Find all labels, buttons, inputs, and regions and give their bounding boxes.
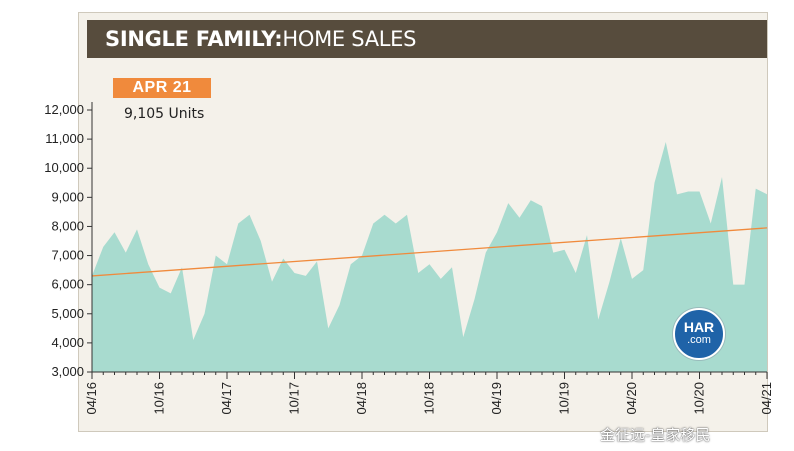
har-logo: HAR .com (673, 308, 725, 360)
title-light: HOME SALES (282, 27, 417, 51)
y-tick-label: 10,000 (44, 160, 84, 175)
x-tick-label: 04/17 (219, 382, 234, 415)
latest-units-label: 9,105 Units (124, 106, 205, 122)
y-tick-label: 5,000 (51, 306, 84, 321)
logo-text-com: .com (687, 334, 711, 346)
watermark-text: 金征远-皇家移民 (600, 426, 711, 444)
y-tick-label: 3,000 (51, 364, 84, 379)
x-tick-label: 10/20 (692, 382, 707, 415)
x-tick-label: 04/19 (489, 382, 504, 415)
y-tick-label: 12,000 (44, 102, 84, 117)
latest-month-badge: APR 21 (113, 78, 211, 98)
y-tick-label: 4,000 (51, 335, 84, 350)
x-tick-label: 10/19 (557, 382, 572, 415)
logo-text-har: HAR (683, 319, 715, 335)
y-tick-label: 11,000 (45, 131, 84, 146)
y-tick-label: 7,000 (51, 248, 84, 263)
y-tick-label: 9,000 (51, 189, 84, 204)
title-bold: SINGLE FAMILY: (105, 27, 283, 51)
trend-line (91, 227, 768, 277)
x-tick-label: 04/18 (354, 382, 369, 415)
x-tick-label: 04/20 (624, 382, 639, 415)
x-tick-label: 10/16 (152, 382, 167, 415)
x-tick-label: 04/16 (84, 382, 99, 415)
x-tick-label: 10/18 (422, 382, 437, 415)
y-tick-label: 8,000 (51, 218, 84, 233)
x-tick-label: 10/17 (287, 382, 302, 415)
x-tick-label: 04/21 (759, 382, 774, 415)
y-tick-label: 6,000 (51, 277, 84, 292)
sales-area (92, 142, 767, 372)
chart-title-bar: SINGLE FAMILY: HOME SALES (87, 20, 767, 58)
